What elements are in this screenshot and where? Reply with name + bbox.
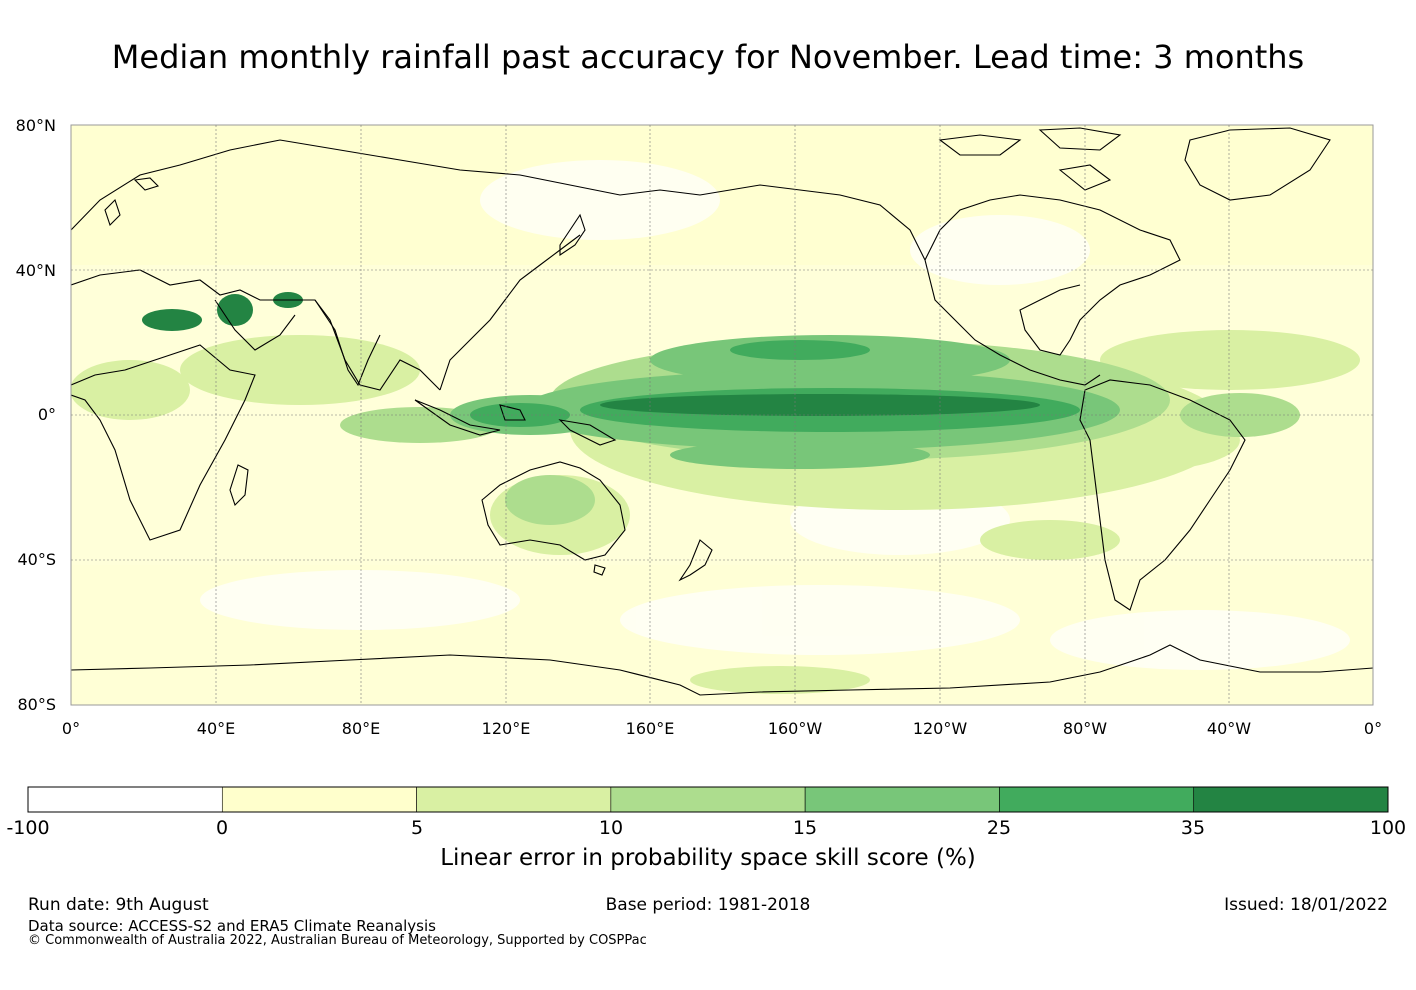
skill-35-100-regions — [142, 292, 1040, 416]
lat-label: 80°S — [17, 695, 56, 714]
colorbar-tick: 15 — [792, 817, 818, 839]
colorbar-swatch — [416, 786, 612, 813]
colorbar-tick: 10 — [598, 817, 624, 839]
data-source: Data source: ACCESS-S2 and ERA5 Climate … — [28, 917, 436, 935]
colorbar-swatch — [1193, 786, 1389, 813]
lon-label: 160°E — [625, 719, 675, 738]
colorbar-frame — [27, 786, 1389, 813]
lon-label: 160°W — [767, 719, 823, 738]
run-date: Run date: 9th August — [28, 895, 209, 915]
issued-date: Issued: 18/01/2022 — [1224, 895, 1388, 915]
skill-field — [71, 125, 1373, 705]
lon-label: 0° — [61, 719, 81, 738]
colorbar-tick: 35 — [1180, 817, 1206, 839]
lon-label: 120°W — [912, 719, 968, 738]
lon-label: 0° — [1363, 719, 1383, 738]
negative-skill-patches — [200, 160, 1350, 670]
lat-label: 40°N — [15, 261, 56, 280]
lat-label: 80°N — [15, 116, 56, 135]
colorbar — [27, 786, 1389, 813]
graticule — [70, 124, 1374, 706]
lon-label: 40°W — [1206, 719, 1252, 738]
colorbar-swatch — [221, 786, 417, 813]
colorbar-swatch — [27, 786, 223, 813]
lat-label: 40°S — [17, 550, 56, 569]
colorbar-swatch — [610, 786, 806, 813]
copyright: © Commonwealth of Australia 2022, Austra… — [28, 933, 647, 948]
colorbar-tick: 100 — [1369, 817, 1407, 839]
colorbar-tick: 25 — [986, 817, 1012, 839]
lon-label: 80°E — [341, 719, 381, 738]
colorbar-tick: 0 — [215, 817, 229, 839]
colorbar-swatch — [999, 786, 1195, 813]
lon-label: 40°E — [196, 719, 236, 738]
map-title: Median monthly rainfall past accuracy fo… — [111, 38, 1305, 76]
lat-label: 0° — [37, 405, 56, 424]
colorbar-tick: 5 — [410, 817, 424, 839]
colorbar-swatch — [804, 786, 1000, 813]
lon-label: 120°E — [481, 719, 531, 738]
colorbar-tick: -100 — [6, 817, 50, 839]
lon-label: 80°W — [1062, 719, 1108, 738]
base-period: Base period: 1981-2018 — [605, 895, 811, 915]
colorbar-label: Linear error in probability space skill … — [440, 845, 976, 871]
